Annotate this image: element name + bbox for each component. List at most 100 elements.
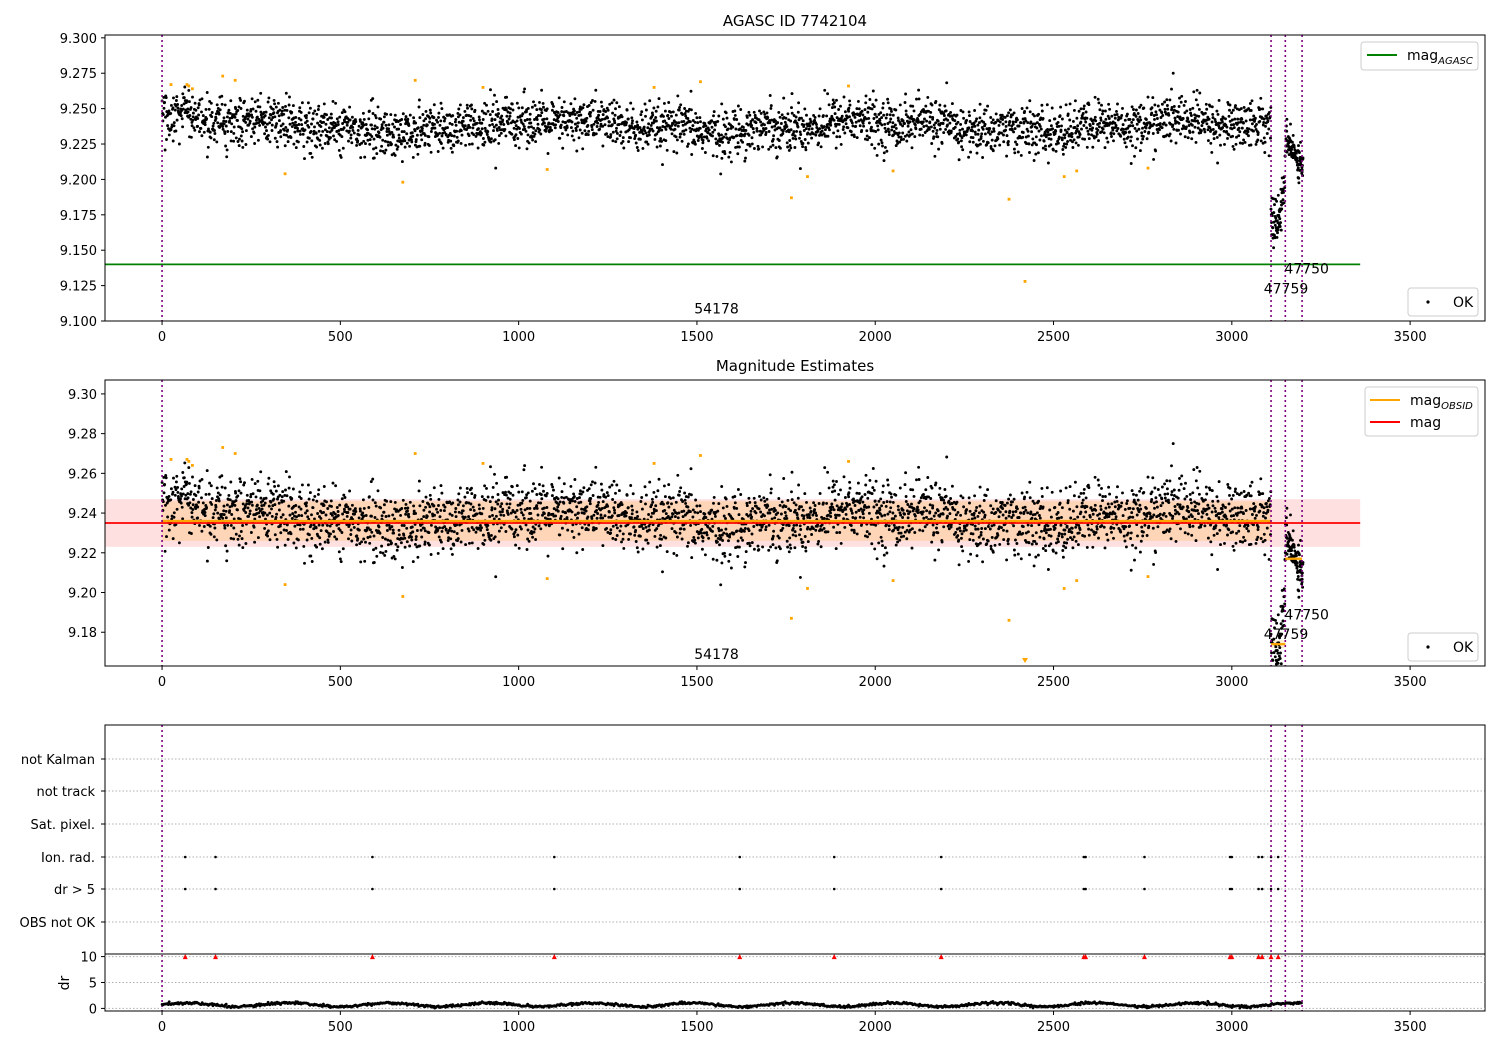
data-point [918,112,922,116]
data-point [1174,141,1178,145]
data-point [543,516,547,520]
data-point [1266,119,1270,123]
data-point [492,517,496,521]
data-point [315,112,319,116]
data-point [970,125,974,129]
data-point [186,110,190,114]
data-point [492,129,495,133]
data-point [321,523,325,527]
data-point [237,543,241,547]
data-point [1180,94,1184,98]
data-point [957,158,961,162]
data-point [1141,137,1145,141]
data-point [283,128,286,132]
data-point [205,506,209,509]
data-point [251,492,255,496]
outlier-point [191,87,194,91]
data-point [657,477,661,481]
data-point [283,493,287,497]
data-point [291,104,295,108]
data-point [1196,103,1200,107]
data-point [1005,114,1009,118]
data-point [287,116,291,120]
data-point [600,104,604,108]
data-point [266,100,270,104]
data-point [737,513,741,517]
data-point [631,492,635,496]
data-point [654,116,658,119]
data-point [559,126,563,130]
data-point [1222,129,1226,133]
data-point [318,138,322,142]
data-point [244,120,248,124]
data-point [598,495,602,499]
data-point [1058,114,1062,118]
data-point [305,538,309,542]
data-point [417,479,421,483]
data-point [754,121,758,125]
data-point [216,121,220,125]
data-point [271,492,275,496]
data-point [1001,122,1005,126]
data-point [1210,120,1214,124]
data-point [436,551,440,555]
data-point [571,129,575,133]
data-point [256,98,260,102]
data-point [1275,235,1279,239]
data-point [820,133,824,137]
data-point [262,503,266,507]
data-point [876,128,880,132]
data-point [196,516,200,520]
data-point [1185,109,1189,113]
data-point [693,538,697,542]
data-point [542,121,546,125]
data-point [739,536,743,540]
outlier-point [221,74,225,78]
data-point [499,513,503,517]
data-point [834,146,838,150]
data-point [1139,103,1143,107]
data-point [456,537,460,541]
data-point [771,137,775,141]
data-point [330,513,334,517]
data-point [331,481,335,485]
data-point [493,507,497,511]
data-point [1194,140,1198,144]
data-point [181,517,185,521]
data-point [1004,120,1008,124]
data-point [538,100,541,104]
data-point [258,123,262,127]
data-point [903,121,906,125]
data-point [517,146,521,150]
data-point [699,510,702,514]
data-point [296,126,299,130]
data-point [220,102,224,106]
data-point [307,497,311,501]
data-point [870,125,873,129]
data-point [724,125,727,129]
data-point [644,108,648,112]
data-point [1059,128,1063,132]
data-point [1051,127,1055,131]
data-point [470,107,474,111]
data-point [657,97,661,101]
data-point [1103,146,1107,150]
data-point [1162,121,1166,125]
data-point [288,122,292,126]
data-point [642,125,646,129]
data-point [550,494,554,498]
data-point [611,498,615,501]
data-point [467,515,471,519]
data-point [187,466,191,470]
data-point [1261,107,1265,111]
data-point [223,103,227,107]
data-point [203,120,207,124]
data-point [723,551,726,555]
data-point [643,485,647,489]
data-point [343,496,347,499]
data-point [569,102,573,106]
data-point [1031,137,1035,141]
data-point [778,146,782,150]
data-point [278,108,282,112]
data-point [569,126,573,130]
